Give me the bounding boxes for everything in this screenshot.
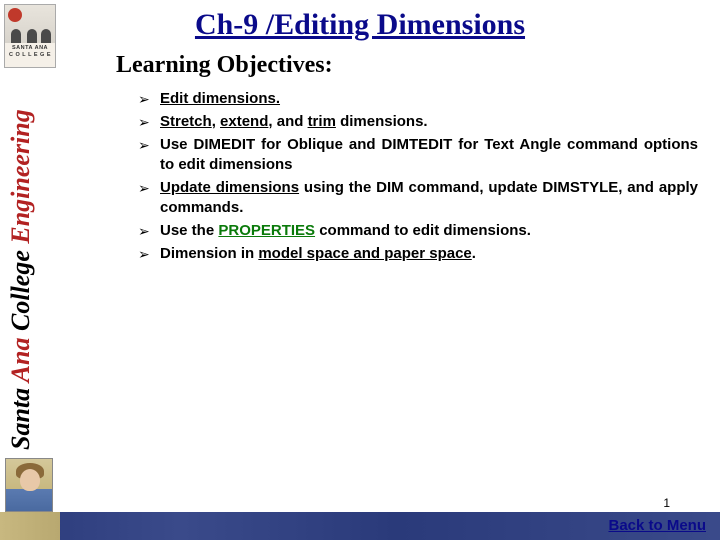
bullet-glyph-icon: ➢ <box>138 89 160 109</box>
back-to-menu-link[interactable]: Back to Menu <box>608 517 706 534</box>
instructor-photo <box>5 458 53 512</box>
bullet-text: Dimension in model space and paper space… <box>160 244 698 264</box>
bullet-glyph-icon: ➢ <box>138 135 160 155</box>
bullet-glyph-icon: ➢ <box>138 221 160 241</box>
bullets-list: ➢Edit dimensions.➢Stretch, extend, and t… <box>138 89 698 264</box>
bullet-item: ➢Use DIMEDIT for Oblique and DIMTEDIT fo… <box>138 135 698 175</box>
page-title: Ch-9 /Editing Dimensions <box>70 0 650 46</box>
page-number: 1 <box>663 496 670 510</box>
logo-line1: SANTA ANA <box>5 45 55 52</box>
logo-line2: C O L L E G E <box>5 52 55 59</box>
bullet-glyph-icon: ➢ <box>138 178 160 198</box>
bullet-text: Edit dimensions. <box>160 89 698 109</box>
subtitle: Learning Objectives: <box>116 52 710 79</box>
bullet-item: ➢Edit dimensions. <box>138 89 698 109</box>
bullet-text: Use DIMEDIT for Oblique and DIMTEDIT for… <box>160 135 698 175</box>
bullet-text: Stretch, extend, and trim dimensions. <box>160 112 698 132</box>
bullet-glyph-icon: ➢ <box>138 244 160 264</box>
bullet-item: ➢Dimension in model space and paper spac… <box>138 244 698 264</box>
bullet-item: ➢Update dimensions using the DIM command… <box>138 178 698 218</box>
bullet-item: ➢Stretch, extend, and trim dimensions. <box>138 112 698 132</box>
bullet-item: ➢Use the PROPERTIES command to edit dime… <box>138 221 698 241</box>
bullet-glyph-icon: ➢ <box>138 112 160 132</box>
bullet-text: Update dimensions using the DIM command,… <box>160 178 698 218</box>
bullet-text: Use the PROPERTIES command to edit dimen… <box>160 221 698 241</box>
bottom-bar-left <box>0 512 60 540</box>
sidebar: SANTA ANA C O L L E G E Santa Ana Colleg… <box>0 0 60 540</box>
vertical-label: Santa Ana College Engineering <box>6 80 52 450</box>
college-logo: SANTA ANA C O L L E G E <box>4 4 56 68</box>
content-area: Ch-9 /Editing Dimensions Learning Object… <box>70 0 710 267</box>
